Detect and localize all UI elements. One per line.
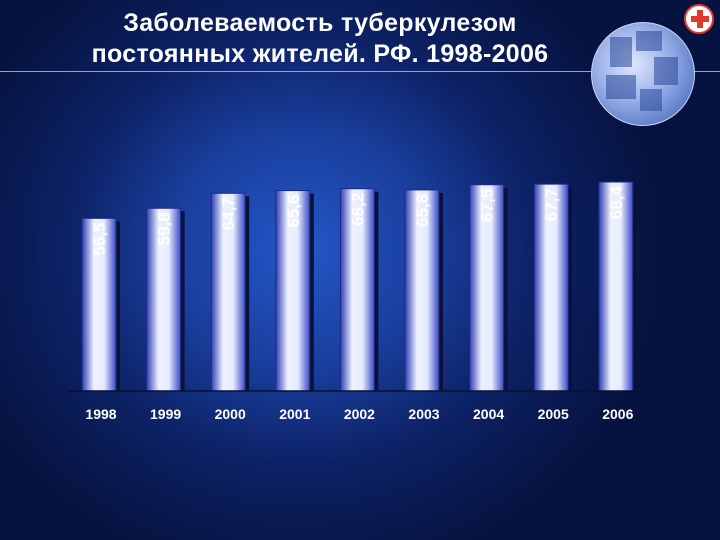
x-tick-label-2000: 2000: [215, 406, 246, 422]
slide-title: Заболеваемость туберкулезом постоянных ж…: [40, 8, 600, 70]
bar-2004: [469, 184, 505, 392]
x-tick-label-2002: 2002: [344, 406, 375, 422]
data-label-1998: 56,5: [90, 222, 109, 255]
data-label-1999: 59,8: [155, 212, 174, 245]
bar-2005: [533, 183, 569, 392]
x-tick-label-2004: 2004: [473, 406, 504, 422]
x-tick-label-2003: 2003: [408, 406, 439, 422]
bar-1998: [81, 217, 117, 392]
bar-2003: [404, 189, 440, 392]
x-tick-label-1998: 1998: [85, 406, 116, 422]
x-tick-label-1999: 1999: [150, 406, 181, 422]
bar-2006: [598, 181, 634, 392]
bar-2002: [339, 188, 375, 392]
data-label-2002: 66,2: [348, 193, 367, 226]
title-line-1: Заболеваемость туберкулезом: [123, 9, 517, 37]
x-tick-label-2006: 2006: [602, 406, 633, 422]
bar-2000: [210, 192, 246, 392]
bar-2001: [275, 190, 311, 392]
x-tick-label-2005: 2005: [538, 406, 569, 422]
data-label-2005: 67,7: [542, 188, 561, 221]
data-label-2000: 64,7: [219, 197, 238, 230]
data-label-2004: 67,5: [478, 189, 497, 222]
title-underline: [0, 71, 720, 72]
data-label-2006: 68,4: [607, 185, 626, 219]
data-label-2003: 65,8: [413, 194, 432, 227]
red-cross-logo-icon: [684, 4, 714, 34]
data-label-2001: 65,6: [284, 195, 303, 228]
x-tick-label-2001: 2001: [279, 406, 310, 422]
title-line-2: постоянных жителей. РФ. 1998-2006: [91, 40, 549, 68]
bar-1999: [146, 207, 182, 392]
globe-photo-icon: [591, 22, 695, 126]
